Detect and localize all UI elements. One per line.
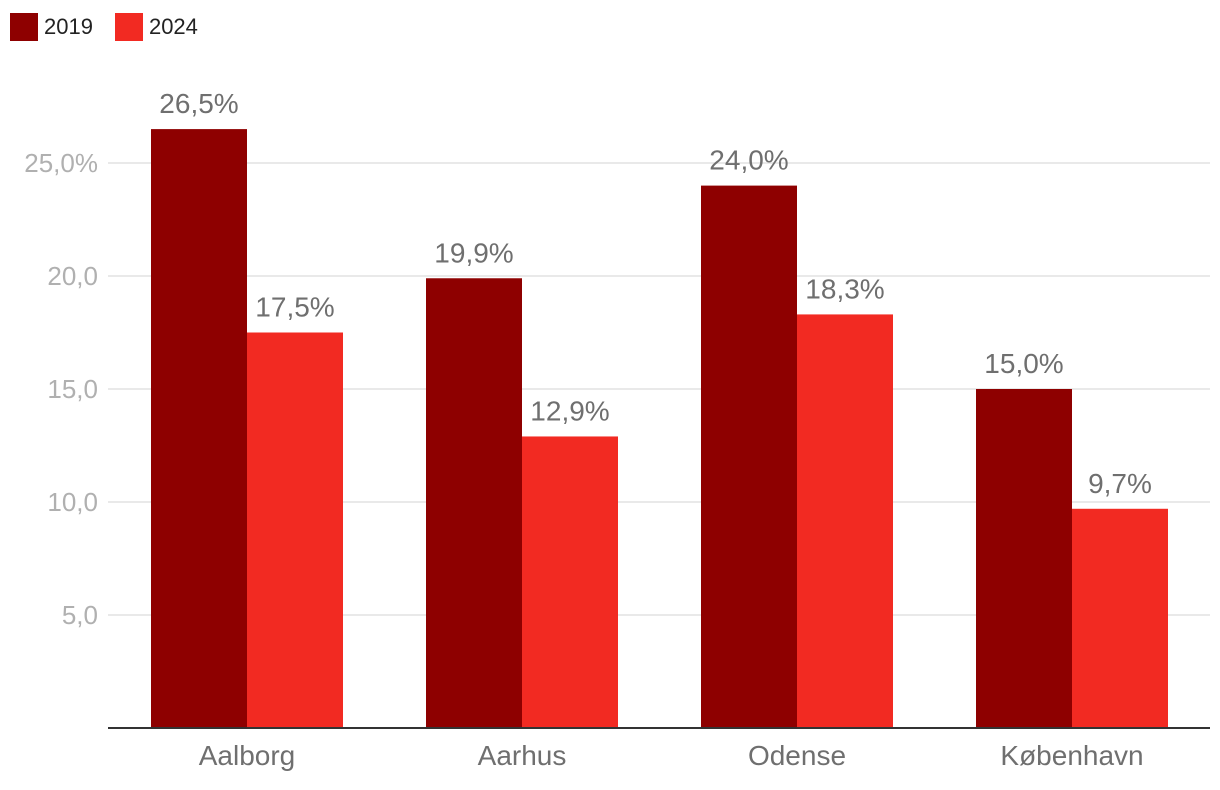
legend-item-2019[interactable]: 2019 (10, 13, 93, 41)
y-tick-label: 5,0 (62, 600, 98, 630)
bar-2024[interactable] (797, 314, 893, 728)
legend-item-2024[interactable]: 2024 (114, 13, 198, 41)
bar-2024[interactable] (1072, 508, 1168, 728)
category-label: Odense (748, 740, 846, 771)
value-label: 24,0% (709, 145, 788, 176)
legend-swatch-2019 (10, 13, 38, 41)
bar-2019[interactable] (976, 389, 1072, 728)
value-label: 18,3% (805, 273, 884, 304)
category-label: København (1000, 740, 1143, 771)
legend-swatch-2024 (114, 13, 143, 41)
bar-2019[interactable] (151, 129, 247, 729)
y-tick-label: 15,0 (47, 374, 98, 404)
legend-label-2019: 2019 (44, 14, 93, 39)
y-tick-label: 25,0% (24, 148, 98, 178)
value-label: 9,7% (1088, 468, 1152, 499)
value-label: 12,9% (530, 395, 609, 426)
legend-label-2024: 2024 (148, 14, 198, 39)
value-label: 17,5% (255, 292, 334, 323)
value-label: 19,9% (434, 237, 513, 268)
bar-2024[interactable] (247, 332, 343, 729)
bar-2019[interactable] (426, 278, 522, 728)
value-label: 15,0% (984, 348, 1063, 379)
bar-2024[interactable] (522, 436, 618, 728)
category-label: Aalborg (199, 740, 296, 771)
y-tick-label: 20,0 (47, 261, 98, 291)
value-label: 26,5% (159, 88, 238, 119)
legend: 2019 2024 (10, 10, 198, 44)
category-label: Aarhus (478, 740, 567, 771)
y-tick-label: 10,0 (47, 487, 98, 517)
bar-2019[interactable] (701, 185, 797, 729)
